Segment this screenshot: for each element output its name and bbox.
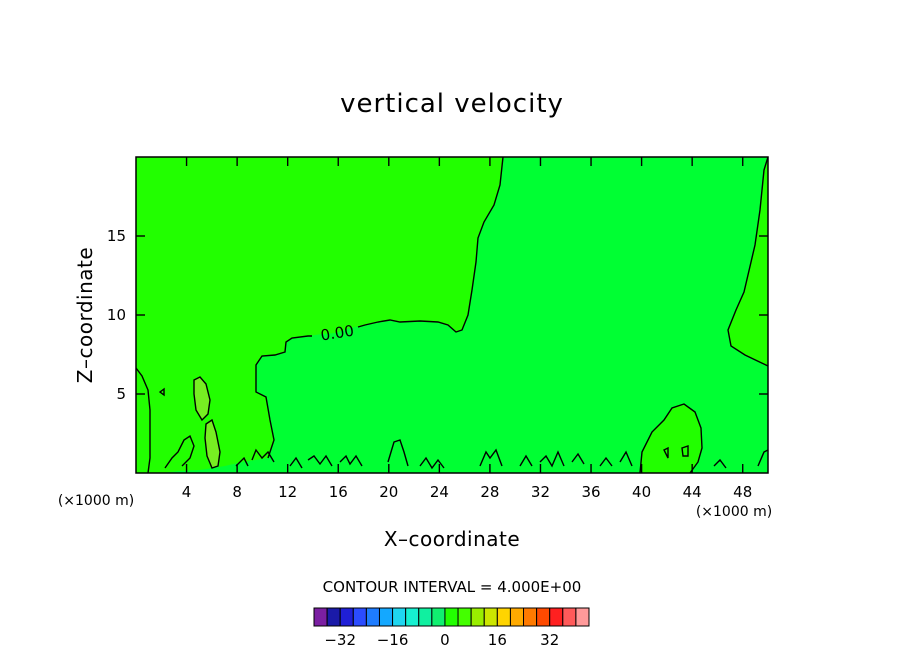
colorbar-label: 0 [440, 631, 450, 649]
zero-contour-bottom-edge [164, 434, 769, 470]
colorbar-label: 16 [488, 631, 507, 649]
contour-label: 0.00 [319, 322, 355, 345]
zero-contour-lines [135, 156, 769, 474]
colorbar-swatch [378, 607, 394, 627]
colorbar-swatch [496, 607, 511, 627]
colorbar-swatch [313, 607, 328, 627]
colorbar-swatch [509, 607, 525, 627]
chart-title: vertical velocity [340, 89, 564, 119]
zero-contour-small [158, 387, 165, 397]
x-tick-label: 16 [329, 483, 348, 501]
x-tick-label: 32 [531, 483, 550, 501]
colorbar-label: 32 [540, 631, 559, 649]
y-tick-label: 15 [107, 227, 126, 245]
x-tick-label: 40 [632, 483, 651, 501]
x-unit-left: (×1000 m) [58, 493, 134, 509]
colorbar-swatch [392, 607, 407, 627]
colorbar-swatch [339, 607, 354, 627]
colorbar-swatch [536, 607, 551, 627]
colorbar-swatch [431, 607, 446, 627]
y-axis-label: Z–coordinate [73, 247, 97, 383]
x-unit-right: (×1000 m) [696, 504, 772, 520]
strong-positive-patch [194, 377, 210, 420]
positive-region-fill-right [728, 157, 768, 366]
colorbar-swatch [457, 607, 472, 627]
x-tick-label: 12 [278, 483, 297, 501]
x-tick-label: 48 [733, 483, 752, 501]
x-tick-label: 36 [581, 483, 600, 501]
colorbar-swatch [444, 607, 459, 627]
zero-contour-small [681, 445, 689, 457]
colorbar-swatch [562, 607, 577, 627]
colorbar [313, 607, 590, 627]
x-axis-label: X–coordinate [384, 527, 520, 551]
y-tick-label: 5 [116, 385, 126, 403]
strong-positive-patch [205, 420, 220, 468]
colorbar-swatch [405, 607, 420, 627]
colorbar-swatch [418, 607, 433, 627]
y-tick-label: 10 [107, 306, 126, 324]
colorbar-swatch [483, 607, 498, 627]
zero-contour-right [727, 156, 769, 367]
x-tick-label: 20 [379, 483, 398, 501]
y-axis-ticks: 5 10 15 [107, 227, 768, 403]
zero-contour-patch [193, 376, 211, 422]
x-axis-ticks: 4 8 12 16 20 24 28 32 36 40 44 48 [182, 157, 752, 501]
zero-contour-patch [204, 418, 221, 469]
colorbar-swatch [523, 607, 538, 627]
colorbar-swatch [575, 607, 590, 627]
positive-region-fill [136, 157, 503, 473]
contour-interval-text: CONTOUR INTERVAL = 4.000E+00 [323, 578, 582, 596]
colorbar-swatch [352, 607, 367, 627]
zero-contour-left-edge [135, 367, 151, 474]
colorbar-swatch [470, 607, 485, 627]
colorbar-swatch [326, 607, 341, 627]
zero-contour-main [255, 156, 504, 459]
x-tick-label: 44 [683, 483, 702, 501]
zero-contour-small [663, 446, 669, 459]
x-tick-label: 4 [182, 483, 192, 501]
x-tick-label: 8 [232, 483, 242, 501]
colorbar-swatch [549, 607, 564, 627]
colorbar-label: −16 [377, 631, 409, 649]
colorbar-label: −32 [324, 631, 356, 649]
x-tick-label: 28 [480, 483, 499, 501]
x-tick-label: 24 [430, 483, 449, 501]
zero-contour-lower-right [639, 403, 703, 474]
colorbar-swatch [365, 607, 380, 627]
colorbar-labels: −32 −16 0 16 32 [324, 631, 559, 649]
